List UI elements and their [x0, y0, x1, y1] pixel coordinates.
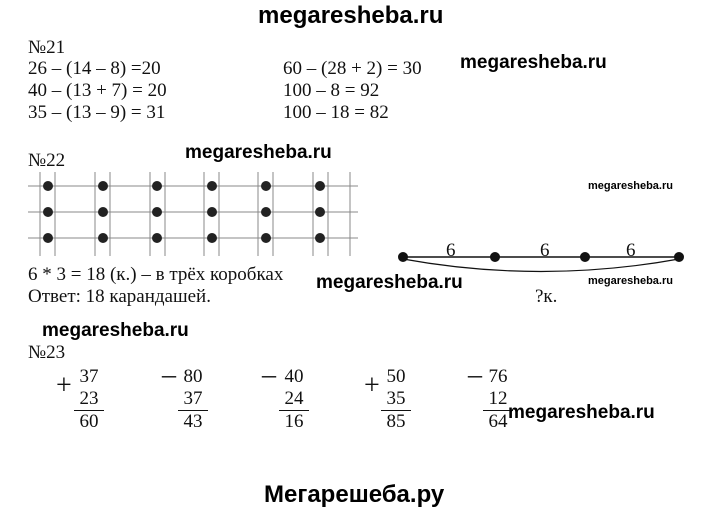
task21-number: №21	[28, 37, 66, 58]
segment-total-question: ?к.	[535, 286, 558, 307]
footer-watermark: Мегарешеба.ру	[264, 481, 445, 508]
task23-number: №23	[28, 342, 66, 363]
column-subtraction-1: 80 37 43	[178, 366, 208, 433]
column-result: 60	[79, 411, 99, 432]
column-top: 37	[79, 366, 99, 387]
watermark: megaresheba.ru	[460, 52, 607, 73]
column-sign: +	[56, 370, 72, 401]
column-bottom: 12	[483, 388, 513, 411]
watermark: megaresheba.ru	[185, 142, 332, 163]
watermark: megaresheba.ru	[508, 402, 655, 423]
column-addition-1: 37 23 60	[74, 366, 104, 433]
column-result: 64	[488, 411, 508, 432]
column-result: 43	[183, 411, 203, 432]
segment-label-1: 6	[446, 240, 456, 261]
column-sign: _	[162, 350, 176, 381]
column-result: 85	[386, 411, 406, 432]
column-subtraction-2: 40 24 16	[279, 366, 309, 433]
task22-answer: Ответ: 18 карандашей.	[28, 286, 211, 307]
watermark: megaresheba.ru	[316, 272, 463, 293]
task21-right-1: 60 – (28 + 2) = 30	[283, 58, 422, 79]
column-sign: +	[364, 370, 380, 401]
watermark: megaresheba.ru	[588, 180, 673, 192]
header-watermark: megaresheba.ru	[258, 2, 444, 29]
task21-left-1: 26 – (14 – 8) =20	[28, 58, 161, 79]
watermark: megaresheba.ru	[42, 320, 189, 341]
task21-left-2: 40 – (13 + 7) = 20	[28, 80, 167, 101]
column-top: 50	[386, 366, 406, 387]
column-sign: _	[262, 350, 276, 381]
column-bottom: 24	[279, 388, 309, 411]
column-top: 80	[183, 366, 203, 387]
segment-diagram	[398, 252, 684, 273]
column-subtraction-3: 76 12 64	[483, 366, 513, 433]
task21-left-3: 35 – (13 – 9) = 31	[28, 102, 166, 123]
task22-solution: 6 * 3 = 18 (к.) – в трёх коробках	[28, 264, 284, 285]
task21-right-3: 100 – 18 = 82	[283, 102, 389, 123]
column-top: 76	[488, 366, 508, 387]
watermark: megaresheba.ru	[588, 275, 673, 287]
segment-label-3: 6	[626, 240, 636, 261]
column-bottom: 23	[74, 388, 104, 411]
column-addition-2: 50 35 85	[381, 366, 411, 433]
pencil-box-grid	[28, 172, 358, 256]
column-sign: _	[468, 350, 482, 381]
task22-number: №22	[28, 150, 66, 171]
column-bottom: 35	[381, 388, 411, 411]
column-result: 16	[284, 411, 304, 432]
task21-right-2: 100 – 8 = 92	[283, 80, 380, 101]
segment-label-2: 6	[540, 240, 550, 261]
column-bottom: 37	[178, 388, 208, 411]
column-top: 40	[284, 366, 304, 387]
